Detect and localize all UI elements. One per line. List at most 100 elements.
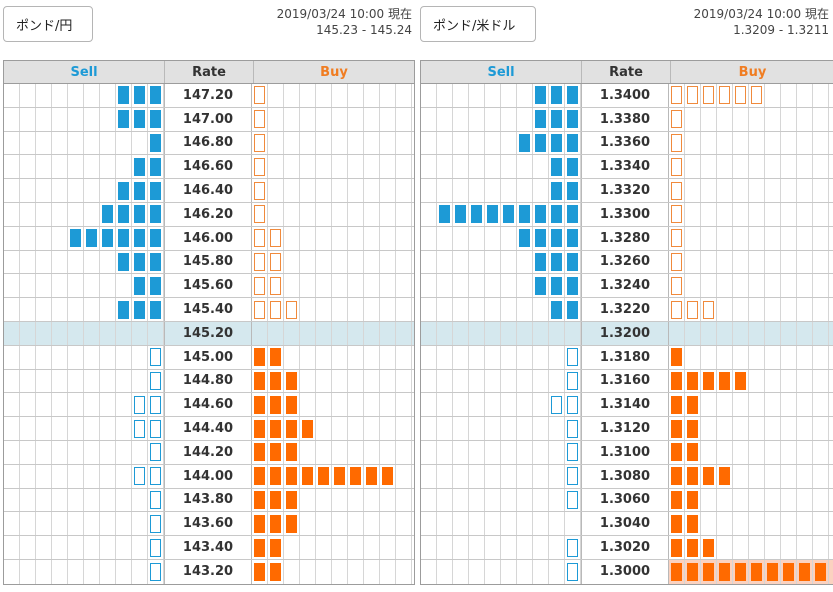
buy-order-block — [270, 371, 281, 390]
buy-order-block — [687, 86, 698, 105]
sell-cell — [565, 393, 581, 417]
buy-cell — [685, 393, 701, 417]
buy-cell — [765, 536, 781, 559]
sell-cell — [4, 345, 20, 369]
sell-cell — [132, 274, 148, 298]
buy-cell — [300, 464, 316, 488]
buy-cell — [252, 464, 268, 488]
sell-cell — [84, 250, 100, 274]
sell-order-block — [551, 133, 562, 152]
buy-cell — [364, 84, 380, 107]
rate-cell: 1.3260 — [581, 250, 669, 274]
sell-order-block — [567, 467, 578, 486]
buy-order-block — [270, 490, 281, 509]
sell-cell — [437, 559, 453, 584]
sell-cell — [36, 107, 52, 131]
sell-cell — [565, 202, 581, 226]
buy-order-block — [286, 467, 297, 486]
ladder-row: 1.3280 — [421, 226, 833, 251]
buy-cells — [669, 226, 833, 250]
buy-cell — [813, 250, 829, 274]
sell-cell — [148, 417, 164, 440]
buy-cell — [749, 393, 765, 417]
buy-cell — [300, 393, 316, 417]
sell-cell — [20, 536, 36, 559]
buy-cell — [316, 440, 332, 464]
sell-order-block — [150, 300, 161, 319]
sell-header: Sell — [487, 64, 515, 80]
buy-cell — [316, 536, 332, 559]
sell-cell — [84, 321, 100, 345]
buy-cells — [669, 250, 833, 274]
sell-cell — [533, 464, 549, 488]
buy-order-block — [735, 562, 746, 581]
buy-cell — [765, 417, 781, 440]
sell-order-block — [567, 490, 578, 509]
sell-cell — [565, 536, 581, 559]
pair-select-button[interactable]: ポンド/米ドル — [420, 6, 536, 42]
buy-cell — [380, 179, 396, 202]
buy-cell — [781, 321, 797, 345]
buy-cell — [797, 131, 813, 155]
buy-order-block — [671, 538, 682, 557]
sell-cell — [4, 393, 20, 417]
buy-cell — [701, 393, 717, 417]
panel-gbpusd: ポンド/米ドル 2019/03/24 10:00 現在 1.3209 - 1.3… — [417, 0, 833, 592]
buy-cell — [685, 131, 701, 155]
sell-cell — [4, 179, 20, 202]
sell-cells — [421, 512, 581, 536]
buy-cell — [749, 202, 765, 226]
buy-cell — [364, 202, 380, 226]
sell-order-block — [150, 538, 161, 557]
sell-cells — [4, 226, 164, 250]
buy-cell — [268, 298, 284, 321]
ladder-row: 146.00 — [4, 226, 414, 251]
buy-cell — [348, 155, 364, 179]
buy-cell — [669, 84, 685, 107]
sell-order-block — [551, 110, 562, 129]
buy-order-block — [254, 371, 265, 390]
sell-cell — [517, 345, 533, 369]
buy-cell — [717, 155, 733, 179]
buy-cell — [396, 226, 412, 250]
pair-select-button[interactable]: ポンド/円 — [3, 6, 93, 42]
buy-cell — [348, 559, 364, 584]
buy-cell — [781, 345, 797, 369]
rate-cell: 146.00 — [164, 226, 252, 250]
buy-cell — [813, 536, 829, 559]
buy-cell — [797, 488, 813, 512]
buy-cell — [284, 393, 300, 417]
sell-cell — [36, 250, 52, 274]
buy-cell — [749, 345, 765, 369]
buy-cell — [364, 512, 380, 536]
sell-cell — [437, 298, 453, 321]
sell-cell — [52, 155, 68, 179]
buy-cell — [284, 298, 300, 321]
sell-order-block — [134, 181, 145, 200]
sell-cell — [453, 155, 469, 179]
sell-cell — [517, 393, 533, 417]
sell-cell — [453, 536, 469, 559]
buy-order-block — [254, 276, 265, 295]
sell-order-block — [567, 181, 578, 200]
buy-cell — [701, 107, 717, 131]
sell-cell — [453, 274, 469, 298]
sell-order-block — [471, 205, 482, 224]
sell-order-block — [150, 562, 161, 581]
buy-cells — [669, 440, 833, 464]
sell-cell — [485, 202, 501, 226]
buy-cell — [268, 417, 284, 440]
buy-cell — [380, 345, 396, 369]
buy-cell — [268, 345, 284, 369]
buy-cell — [765, 131, 781, 155]
buy-cell — [300, 559, 316, 584]
buy-cell — [749, 488, 765, 512]
buy-cell — [749, 536, 765, 559]
buy-cells — [669, 321, 833, 345]
buy-cells — [252, 179, 414, 202]
buy-cell — [781, 84, 797, 107]
buy-cells — [669, 202, 833, 226]
buy-cell — [380, 131, 396, 155]
buy-cell — [669, 345, 685, 369]
buy-cell — [701, 131, 717, 155]
